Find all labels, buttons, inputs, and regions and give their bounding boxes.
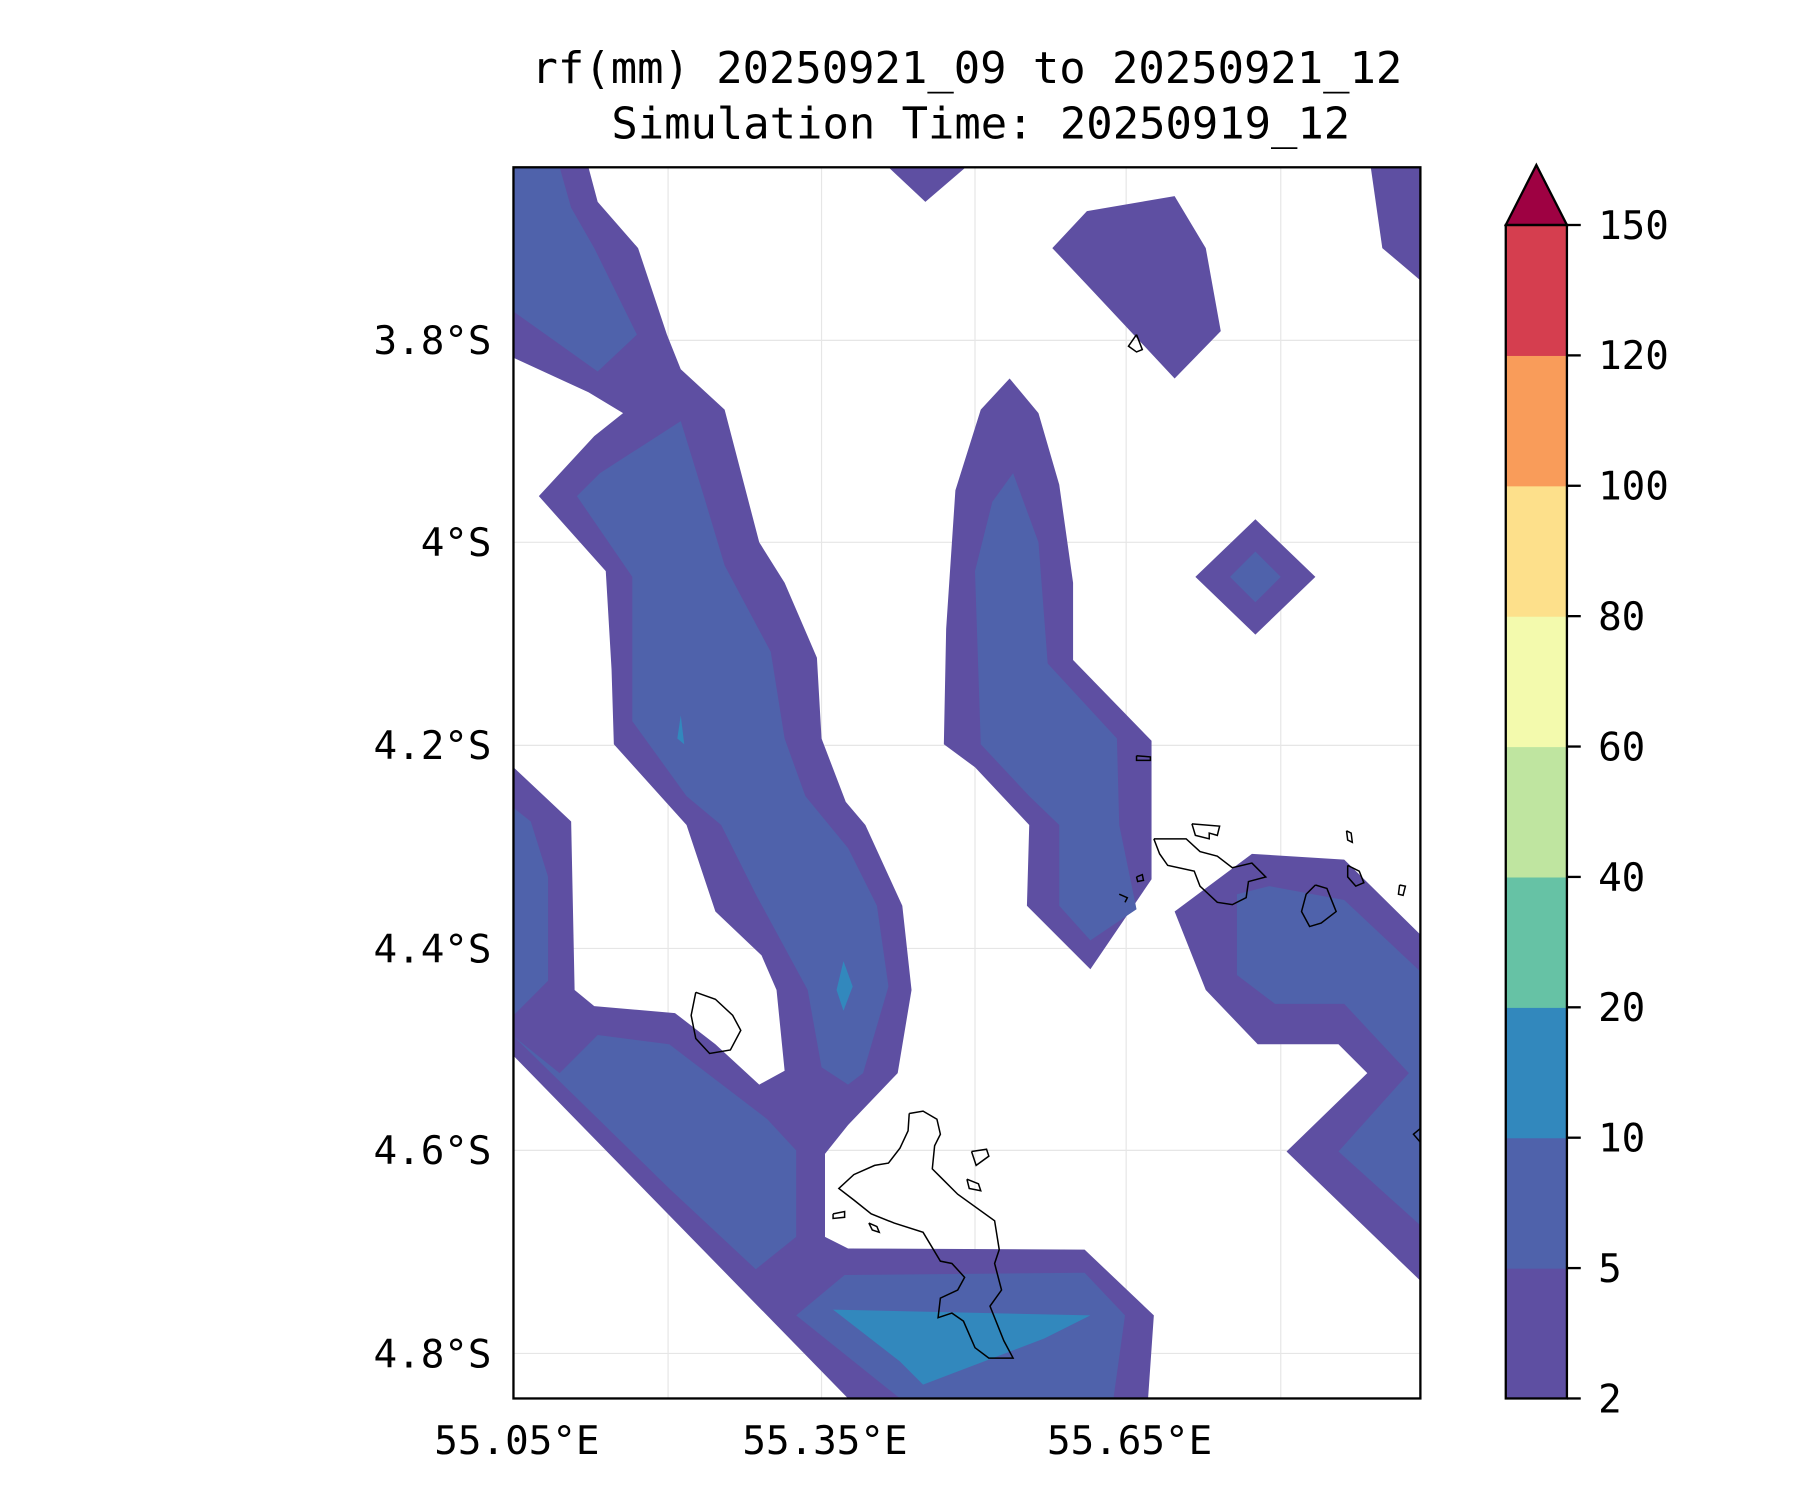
colorbar-segment-80-100: [1505, 485, 1567, 617]
lat-tick-label: 4.4°S: [373, 927, 491, 972]
lat-tick-label: 4.6°S: [373, 1129, 491, 1174]
map-frame: [512, 166, 1422, 1400]
colorbar-tick-label: 10: [1598, 1117, 1645, 1162]
colorbar-tick-label: 100: [1598, 465, 1669, 510]
map-area: [513, 167, 1421, 1399]
colorbar-segment-2-5: [1505, 1268, 1567, 1400]
colorbar-tick-label: 2: [1598, 1377, 1622, 1422]
colorbar-segment-5-10: [1505, 1137, 1567, 1269]
rain-cell-north: [888, 167, 966, 202]
latitude-ticks: 3.8°S 4°S 4.2°S 4.4°S 4.6°S 4.8°S: [373, 319, 491, 1377]
colorbar: 2 5 10 20 40 60 80 100 120 150: [1503, 162, 1669, 1422]
colorbar-extend-triangle: [1503, 162, 1569, 227]
contour-level-10-20: [677, 715, 1091, 1385]
colorbar-tick-label: 60: [1598, 725, 1645, 770]
lat-tick-label: 4°S: [421, 521, 492, 566]
colorbar-segment-20-40: [1505, 876, 1567, 1008]
chart-subtitle: Simulation Time: 20250919_12: [611, 98, 1350, 149]
colorbar-tick-label: 5: [1598, 1247, 1622, 1292]
colorbar-tick-label: 20: [1598, 986, 1645, 1031]
lon-tick-label: 55.35°E: [742, 1419, 907, 1464]
lat-tick-label: 4.2°S: [373, 724, 491, 769]
colorbar-tick-label: 150: [1598, 204, 1669, 249]
longitude-ticks: 55.05°E 55.35°E 55.65°E: [434, 1419, 1212, 1464]
rain-cell-far-northeast: [1370, 167, 1421, 281]
colorbar-segment-10-20: [1505, 1007, 1567, 1139]
colorbar-segment-60-80: [1505, 616, 1567, 748]
coastlines: [690, 334, 1421, 1359]
colorbar-tick-label: 40: [1598, 856, 1645, 901]
lat-tick-label: 3.8°S: [373, 319, 491, 364]
rain-cell-northeast: [1052, 196, 1221, 379]
colorbar-frame: [1504, 223, 1569, 1400]
lon-tick-label: 55.65°E: [1047, 1419, 1212, 1464]
colorbar-tick-label: 80: [1598, 595, 1645, 640]
colorbar-segment-100-120: [1505, 355, 1567, 487]
lon-tick-label: 55.05°E: [434, 1419, 599, 1464]
colorbar-segment-40-60: [1505, 746, 1567, 878]
lat-tick-label: 4.8°S: [373, 1332, 491, 1377]
colorbar-segment-120-150: [1505, 225, 1567, 356]
contour-level-5-10: [513, 167, 1421, 1399]
colorbar-tick-label: 120: [1598, 334, 1669, 379]
chart-title: rf(mm) 20250921_09 to 20250921_12: [532, 43, 1403, 94]
